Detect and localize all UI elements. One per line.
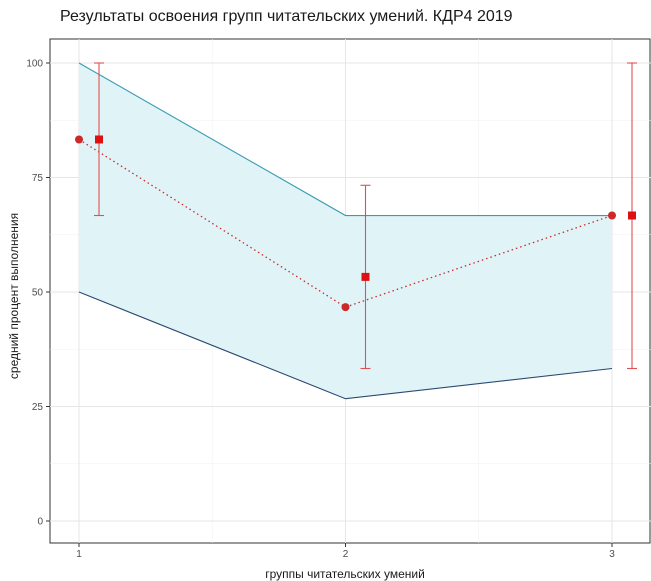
series-2-point	[361, 272, 370, 281]
ticks: 0 25 50 75 100 1 2 3	[26, 59, 615, 561]
y-tick-label: 0	[37, 517, 43, 528]
x-tick-label: 3	[609, 549, 615, 560]
series-1-line	[78, 138, 613, 308]
band-area	[79, 63, 612, 399]
band	[78, 62, 613, 400]
x-tick-label: 2	[343, 549, 349, 560]
chart-title: Результаты освоения групп читательских у…	[60, 8, 513, 25]
series	[75, 62, 637, 370]
series-1-point	[608, 211, 616, 220]
y-tick-label: 25	[32, 402, 44, 413]
band-lower-line	[78, 291, 613, 400]
x-axis-label: группы читательских умений	[265, 567, 425, 581]
y-tick-label: 50	[32, 288, 44, 299]
band-upper-line	[78, 62, 612, 217]
series-2-point	[95, 135, 103, 144]
y-tick-label: 100	[26, 59, 43, 70]
series-1-point	[341, 303, 350, 312]
x-tick-label: 1	[76, 549, 82, 560]
series-2-point	[628, 211, 636, 220]
series-1-point	[75, 135, 83, 144]
y-tick-label: 75	[32, 173, 44, 184]
